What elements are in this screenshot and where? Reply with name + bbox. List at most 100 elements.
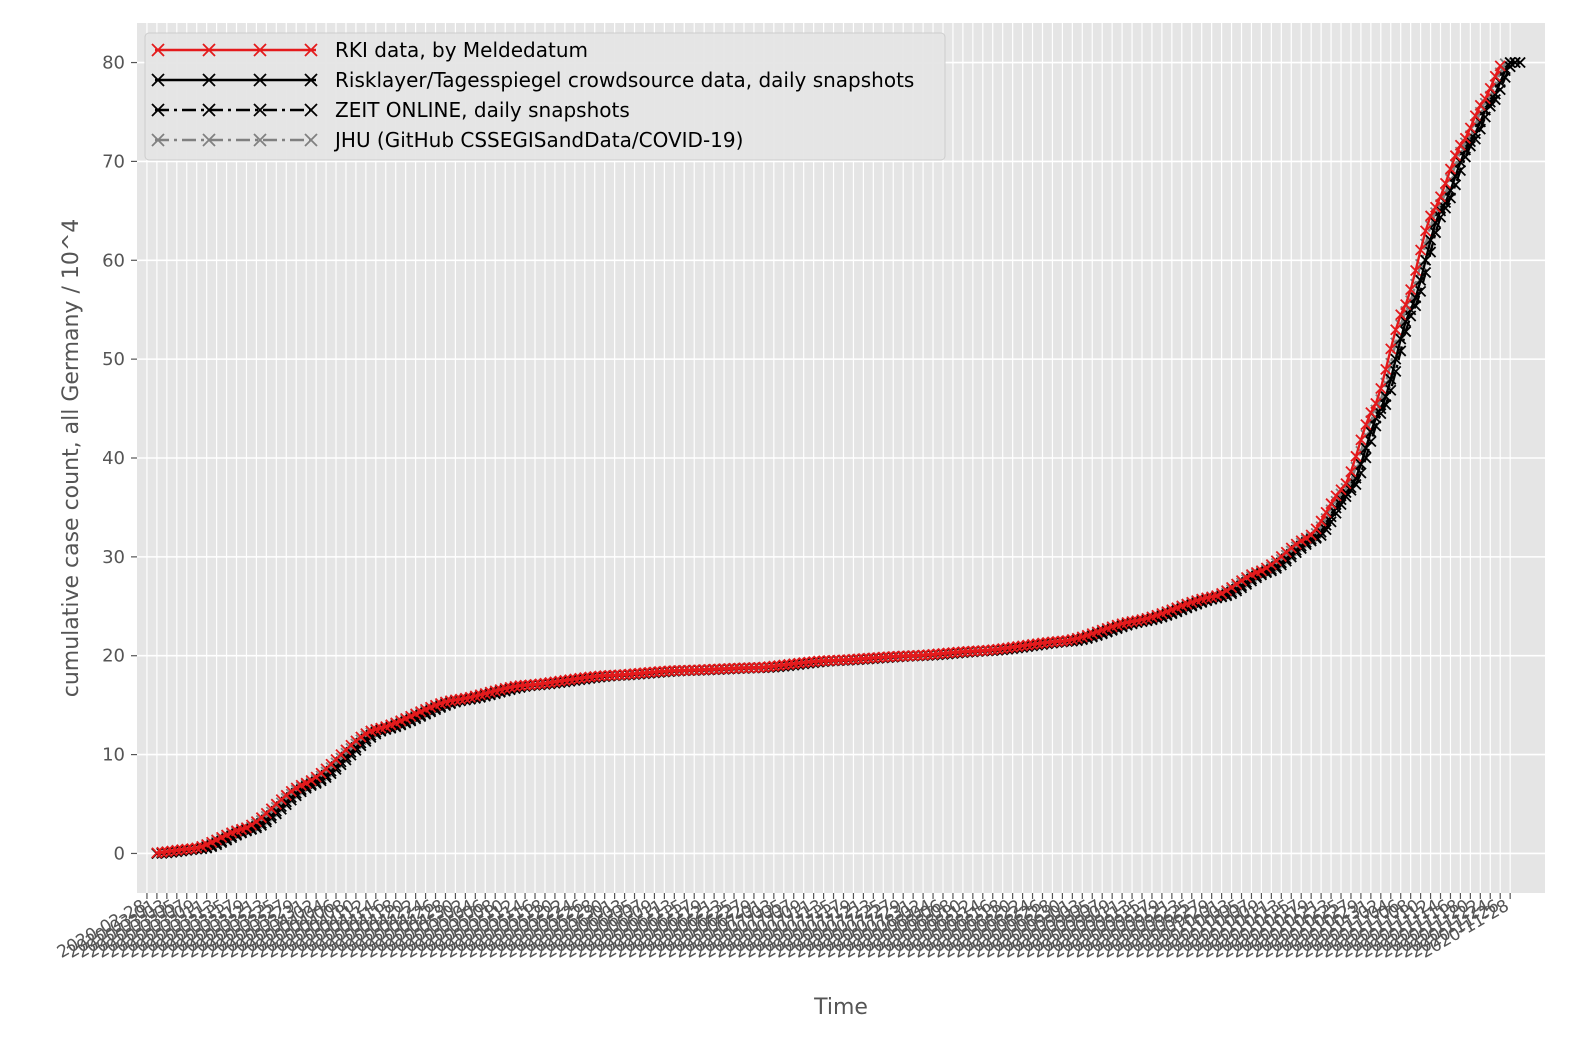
legend-entry: Risklayer/Tagesspiegel crowdsource data,… [151,68,914,92]
data-point [613,669,626,681]
data-point [1514,56,1526,69]
legend-entry: RKI data, by Meldedatum [151,38,588,62]
data-point [972,645,984,657]
data-point [917,649,929,661]
data-point [1400,298,1412,311]
data-point [653,665,666,678]
data-point [1300,532,1312,544]
data-point [703,663,715,676]
data-point [1355,458,1367,470]
data-point [867,652,879,664]
data-point [1489,70,1501,82]
data-point [678,664,690,677]
data-point [608,669,621,681]
data-point [1365,426,1377,438]
data-point [817,655,830,667]
data-point [1310,523,1322,535]
data-point [897,650,909,662]
data-point [1464,135,1477,148]
data-point [1225,581,1238,594]
data-point [1434,191,1447,203]
data-point [1429,217,1442,229]
x-axis-label: Time [813,995,868,1020]
data-point [355,731,367,743]
data-point [285,785,297,798]
data-point [618,668,631,681]
legend-marker [253,73,267,87]
data-point [698,664,710,676]
data-point [1419,225,1432,237]
legend-marker [253,43,267,57]
data-point [718,663,730,675]
legend-marker [304,133,318,147]
data-point [1410,292,1422,304]
legend-box [144,32,946,161]
data-point [1325,498,1337,510]
data-point [599,670,611,682]
data-point [648,666,661,678]
data-point [683,664,695,676]
y-tick-label: 10 [102,745,125,766]
legend-label: ZEIT ONLINE, daily snapshots [335,98,630,122]
data-point [1375,382,1387,395]
data-point [1484,82,1496,95]
data-point [882,651,894,663]
data-point [962,645,974,658]
data-point [663,665,675,677]
legend-marker [253,103,267,117]
data-point [1464,122,1477,134]
y-tick-label: 80 [102,53,125,74]
data-point [957,646,969,658]
data-point [837,654,850,666]
data-point [1330,507,1342,519]
data-point [1414,244,1427,256]
data-point [733,662,745,674]
data-point [1360,442,1372,454]
data-point [1459,132,1472,144]
y-tick-label: 40 [102,448,125,469]
data-point [1385,343,1397,355]
data-point [1230,578,1243,590]
data-point [1395,309,1407,321]
y-tick-label: 70 [102,151,125,172]
series-0 [151,60,1506,859]
data-point [1350,450,1362,462]
y-tick-label: 30 [102,547,125,568]
data-point [1479,93,1491,105]
legend-marker [151,73,165,87]
data-point [1260,562,1273,574]
data-point [1315,526,1327,538]
data-point [1439,177,1452,190]
data-point [723,662,735,675]
data-point [912,649,924,662]
legend-marker [202,73,216,87]
legend-label: JHU (GitHub CSSEGISandData/COVID-19) [333,128,743,152]
data-point [1360,418,1372,431]
data-point [1434,205,1447,217]
data-point [1345,465,1357,478]
data-point [1424,210,1437,222]
data-point [1350,472,1362,484]
data-point [1405,283,1417,296]
data-point [877,651,889,663]
data-point [668,665,680,677]
y-tick-label: 60 [102,250,125,271]
data-point [738,662,750,674]
legend-marker [304,103,318,117]
data-point [1390,324,1402,336]
data-point [922,649,934,661]
legend-label: RKI data, by Meldedatum [335,38,588,62]
data-point [1484,96,1496,108]
data-point [708,663,720,675]
data-point [1335,498,1347,511]
data-point [1424,234,1437,246]
data-point [1380,363,1392,376]
y-tick-label: 20 [102,646,125,667]
data-point [1390,353,1402,365]
data-point [812,655,825,667]
legend-label: Risklayer/Tagesspiegel crowdsource data,… [335,68,914,92]
y-tick-label: 50 [102,349,125,370]
data-point [1509,56,1521,69]
data-point [1469,110,1481,122]
